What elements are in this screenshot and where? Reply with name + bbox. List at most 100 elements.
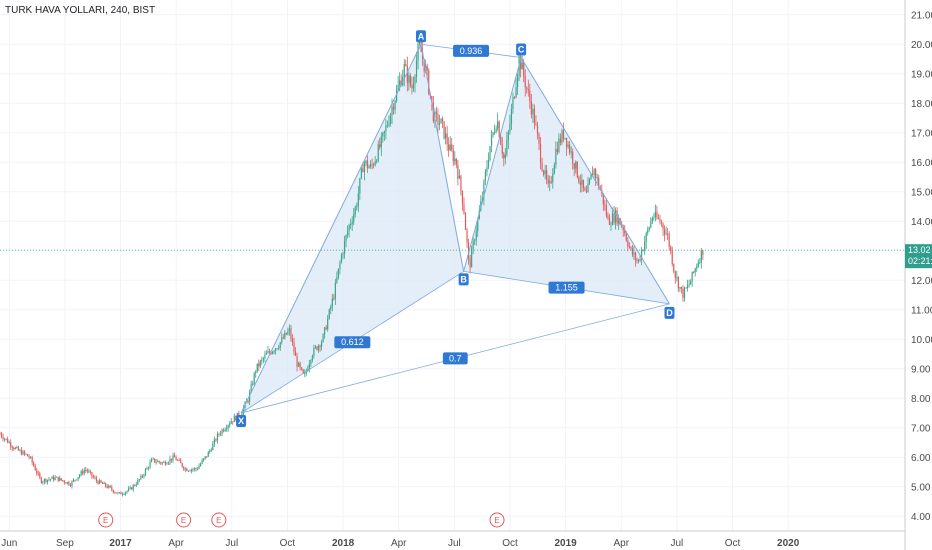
candle-body [305, 371, 307, 374]
candle-body [627, 240, 629, 247]
time-tick-label: Apr [391, 538, 407, 549]
point-label-b: B [460, 274, 467, 284]
candle-body [400, 80, 402, 86]
candle-body [74, 479, 76, 481]
candle-body [510, 108, 513, 124]
candle-body [665, 233, 667, 235]
candle-body [446, 133, 448, 145]
candle-body [95, 478, 98, 482]
candle-body [14, 447, 16, 450]
candle-body [270, 352, 272, 354]
candle-body [585, 190, 588, 193]
candle-body [648, 227, 650, 230]
candle-body [667, 233, 669, 235]
candle-body [581, 179, 583, 185]
candle-body [316, 346, 318, 350]
earnings-event-marker[interactable] [176, 512, 192, 528]
candle-body [682, 289, 684, 298]
candle-body [293, 342, 295, 352]
candle-body [477, 218, 479, 232]
candle-body [555, 148, 557, 165]
candle-body [276, 348, 278, 350]
candle-body [129, 487, 131, 489]
candle-body [530, 101, 532, 115]
candle-body [45, 479, 47, 483]
candle-body [115, 492, 117, 494]
candle-body [431, 95, 433, 103]
candle-body [668, 233, 670, 247]
candle-body [438, 123, 441, 125]
candle-body [298, 362, 300, 367]
price-tick-label: 7.00 [911, 423, 931, 434]
candle-body [19, 449, 21, 451]
candle-body [445, 133, 447, 139]
candle-body [215, 439, 217, 441]
candle-body [538, 133, 540, 144]
candle-body [311, 355, 313, 361]
candle-body [348, 225, 350, 232]
candle-body [222, 429, 225, 432]
candle-body [644, 242, 646, 251]
candle-body [506, 140, 508, 155]
candle-body [186, 468, 188, 472]
candle-body [273, 351, 275, 352]
price-tick-label: 15.00 [911, 187, 932, 198]
earnings-event-marker[interactable] [489, 512, 505, 528]
candle-body [680, 286, 683, 290]
candle-body [180, 460, 182, 464]
candle-body [641, 250, 643, 260]
earnings-event-marker[interactable] [98, 512, 114, 528]
candle-body [683, 287, 686, 298]
candle-body [187, 470, 189, 472]
candle-body [448, 144, 450, 151]
candle-body [229, 423, 231, 426]
candle-body [670, 246, 672, 251]
candle-body [452, 149, 454, 162]
candle-body [546, 170, 548, 180]
earnings-event-label: E [103, 516, 108, 525]
candle-body [604, 204, 606, 206]
candle-body [396, 89, 398, 102]
candle-body [500, 136, 502, 145]
candle-body [198, 465, 200, 469]
candle-body [587, 183, 589, 193]
price-axis[interactable]: 4.00 5.00 6.00 7.00 8.00 9.00 10.00 11.00 12.00 1… [911, 10, 932, 523]
candle-body [550, 181, 552, 183]
candle-body [458, 175, 460, 179]
earnings-event-marker[interactable] [211, 512, 227, 528]
candle-body [484, 172, 487, 181]
candle-body [112, 489, 114, 493]
candle-body [60, 478, 62, 481]
candle-body [379, 144, 381, 148]
candle-body [457, 164, 459, 179]
candle-body [539, 143, 542, 164]
candle-body [544, 170, 546, 175]
candle-body [256, 363, 258, 372]
candle-body [177, 460, 179, 461]
candle-body [63, 480, 65, 483]
candle-body [474, 240, 476, 242]
candle-body [160, 462, 162, 464]
time-tick-label: 2017 [109, 538, 132, 549]
candle-body [363, 163, 366, 173]
candle-body [471, 248, 473, 268]
candle-body [700, 250, 702, 263]
candle-body [48, 479, 50, 481]
candle-body [520, 55, 522, 70]
point-badge-a [415, 30, 426, 43]
time-axis[interactable]: Jun Sep 2017 Apr Jul Oct 2018 Apr Jul Oct 2019 Apr J… [1, 538, 800, 549]
candle-body [686, 284, 689, 288]
price-tick-label: 9.00 [911, 364, 931, 375]
ratio-label: 0.7 [449, 353, 462, 363]
candle-body [509, 123, 511, 132]
candle-body [552, 173, 554, 182]
candle-body [592, 173, 594, 176]
candle-body [137, 479, 139, 485]
time-tick-label: Jul [448, 538, 461, 549]
candle-body [206, 456, 208, 458]
candle-body [62, 480, 64, 481]
candle-body [637, 259, 640, 262]
candle-body [691, 271, 693, 282]
candle-body [354, 207, 356, 215]
